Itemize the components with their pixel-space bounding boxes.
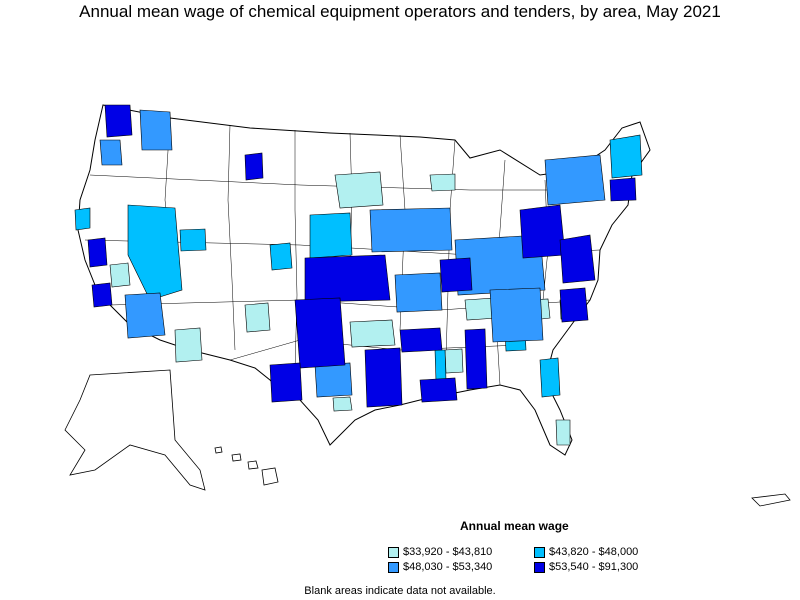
legend-label-band-1: $33,920 - $43,810 (403, 546, 493, 558)
alaska-outline (64, 369, 206, 491)
legend-title: Annual mean wage (460, 519, 569, 533)
map-title: Annual mean wage of chemical equipment o… (79, 2, 721, 21)
legend-item-band-1: $33,920 - $43,810 (388, 546, 492, 558)
wage-band-1-areas (109, 171, 571, 446)
legend-item-band-4: $53,540 - $91,300 (534, 561, 638, 573)
legend-label-band-2: $43,820 - $48,000 (549, 546, 639, 558)
footnote: Blank areas indicate data not available. (304, 585, 496, 597)
legend-swatch-band-4 (534, 561, 545, 573)
legend-swatch-band-2 (534, 546, 545, 558)
hawaii-outline (214, 446, 279, 486)
wage-band-4-areas (87, 104, 637, 408)
wage-band-2-areas (74, 134, 643, 398)
legend-item-band-2: $43,820 - $48,000 (534, 546, 638, 558)
legend-label-band-3: $48,030 - $53,340 (403, 561, 493, 573)
legend-item-band-3: $48,030 - $53,340 (388, 561, 492, 573)
puerto-rico-outline (751, 493, 791, 507)
legend-label-band-4: $53,540 - $91,300 (549, 561, 639, 573)
legend-swatch-band-1 (388, 546, 399, 558)
legend-swatch-band-3 (388, 561, 399, 573)
